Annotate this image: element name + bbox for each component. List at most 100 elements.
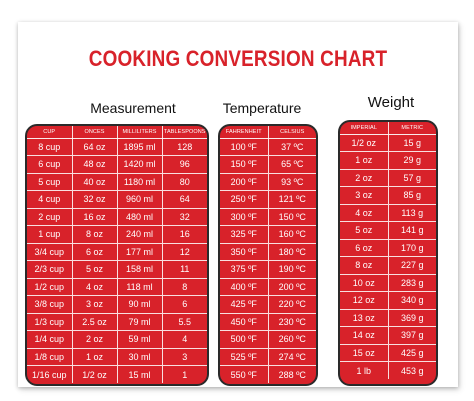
measurement-cell: 1/16 cup [27,365,73,383]
weight-cell: 283 g [388,273,436,292]
measurement-column-header: ONCES [72,126,118,139]
measurement-cell: 90 ml [117,295,163,313]
weight-cell: 340 g [388,291,436,309]
measurement-cell: 4 oz [72,277,118,296]
temperature-cell: 260 ºC [268,330,316,348]
weight-row: 5 oz 141 g [340,221,436,239]
measurement-cell: 1/3 cup [27,312,73,331]
temperature-cell: 150 ºC [268,207,316,226]
measurement-column-header: CUP [27,126,73,139]
temperature-row: 500 ºF 260 ºC [220,330,316,348]
measurement-cell: 3/4 cup [27,242,73,261]
weight-cell: 15 g [403,137,422,148]
measurement-cell: 4 [162,330,207,348]
measurement-cell: 80 [162,172,207,191]
weight-cell: 1 oz [340,151,389,169]
temperature-cell: 525 ºF [220,347,269,366]
measurement-cell: 5 oz [72,260,118,278]
measurement-cell: 1895 ml [117,138,163,156]
temperature-cell: 230 ºC [268,312,316,331]
weight-cell: 10 oz [340,273,389,292]
measurement-cell: 2 oz [72,330,118,348]
temperature-row: 525 ºF 274 ºC [220,347,316,366]
measurement-cell: 158 ml [117,260,163,278]
measurement-cell: 32 oz [72,190,118,208]
temperature-row: 550 ºF 288 ºC [220,365,316,383]
measurement-cell: 8 [162,277,207,296]
weight-cell: 8 oz [340,256,389,274]
measurement-cell: 1180 ml [117,172,163,191]
weight-cell: 227 g [388,256,436,274]
measurement-cell: 48 oz [72,155,118,173]
measurement-cell: 15 ml [117,365,163,383]
temperature-row: 375 ºF 190 ºC [220,260,316,278]
temperature-cell: 375 ºF [220,260,269,278]
weight-row: 2 oz 57 g [340,168,436,187]
temperature-cell: 220 ºC [268,295,316,313]
measurement-cell: 480 ml [117,207,163,226]
temperature-heading: Temperature [222,100,302,116]
measurement-cell: 8 oz [72,225,118,243]
measurement-cell: 59 ml [117,330,163,348]
temperature-cell: 37 ºC [281,141,304,152]
weight-row: 10 oz 283 g [340,273,436,292]
weight-cell: 57 g [388,168,436,187]
weight-row: 1/2 oz 15 g [340,134,436,152]
measurement-cell: 240 ml [117,225,163,243]
measurement-row: 2/3 cup 5 oz 158 ml 11 [27,260,207,278]
weight-column-header: METRIC [388,122,436,135]
measurement-cell: 5.5 [162,312,207,331]
measurement-row: 3/8 cup 3 oz 90 ml 6 [27,295,207,313]
measurement-cell: 1/2 oz [72,365,118,383]
measurement-cell: 12 [162,242,207,261]
temperature-cell: 200 ºC [268,277,316,296]
weight-cell: 1/2 oz [340,134,389,152]
temperature-row: 325 ºF 160 ºC [220,225,316,243]
weight-row: 14 oz 397 g [340,326,436,344]
measurement-row: 1/4 cup 2 oz 59 ml 4 [27,330,207,348]
measurement-cell: 2/3 cup [27,260,73,278]
measurement-row: 1/2 cup 4 oz 118 ml 8 [27,277,207,296]
measurement-cell: 960 ml [117,190,163,208]
measurement-cell: 1 oz [72,347,118,366]
measurement-cell: 16 oz [72,207,118,226]
measurement-cell: 96 [162,155,207,173]
measurement-header-row: CUP ONCES MILLILITERS TABLESPOONS [27,126,207,139]
weight-row: 8 oz 227 g [340,256,436,274]
temperature-cell: 200 ºF [220,172,269,191]
chart-title: COOKING CONVERSION CHART [88,46,388,71]
measurement-cell: 1/8 cup [27,347,73,366]
temperature-row: 150 ºF 65 ºC [220,155,316,173]
weight-cell: 3 oz [340,186,389,204]
temperature-cell: 160 ºC [268,225,316,243]
measurement-cell: 79 ml [117,312,163,331]
weight-cell: 29 g [388,151,436,169]
weight-cell: 5 oz [340,221,389,239]
weight-cell: 4 oz [340,203,389,222]
measurement-cell: 1/2 cup [27,277,73,296]
measurement-table-card: CUP ONCES MILLILITERS TABLESPOONS 8 cup 64 o… [25,124,209,386]
weight-row: 12 oz 340 g [340,291,436,309]
measurement-cell: 40 oz [72,172,118,191]
measurement-row: 2 cup 16 oz 480 ml 32 [27,207,207,226]
weight-cell: 113 g [388,203,436,222]
temperature-row: 250 ºF 121 ºC [220,190,316,208]
measurement-cell: 4 cup [27,190,73,208]
measurement-row: 1 cup 8 oz 240 ml 16 [27,225,207,243]
measurement-cell: 11 [162,260,207,278]
measurement-row: 4 cup 32 oz 960 ml 64 [27,190,207,208]
weight-row: 15 oz 425 g [340,343,436,362]
measurement-cell: 8 cup [27,138,73,156]
weight-cell: 6 oz [340,238,389,257]
measurement-cell: 1 [162,365,207,383]
measurement-row: 1/8 cup 1 oz 30 ml 3 [27,347,207,366]
measurement-row: 5 cup 40 oz 1180 ml 80 [27,172,207,191]
weight-cell: 453 g [388,361,436,379]
measurement-table: CUP ONCES MILLILITERS TABLESPOONS 8 cup 64 o… [27,126,207,383]
temperature-row: 450 ºF 230 ºC [220,312,316,331]
measurement-cell: 3 oz [72,295,118,313]
temperature-cell: 121 ºC [268,190,316,208]
temperature-cell: 300 ºF [220,207,269,226]
